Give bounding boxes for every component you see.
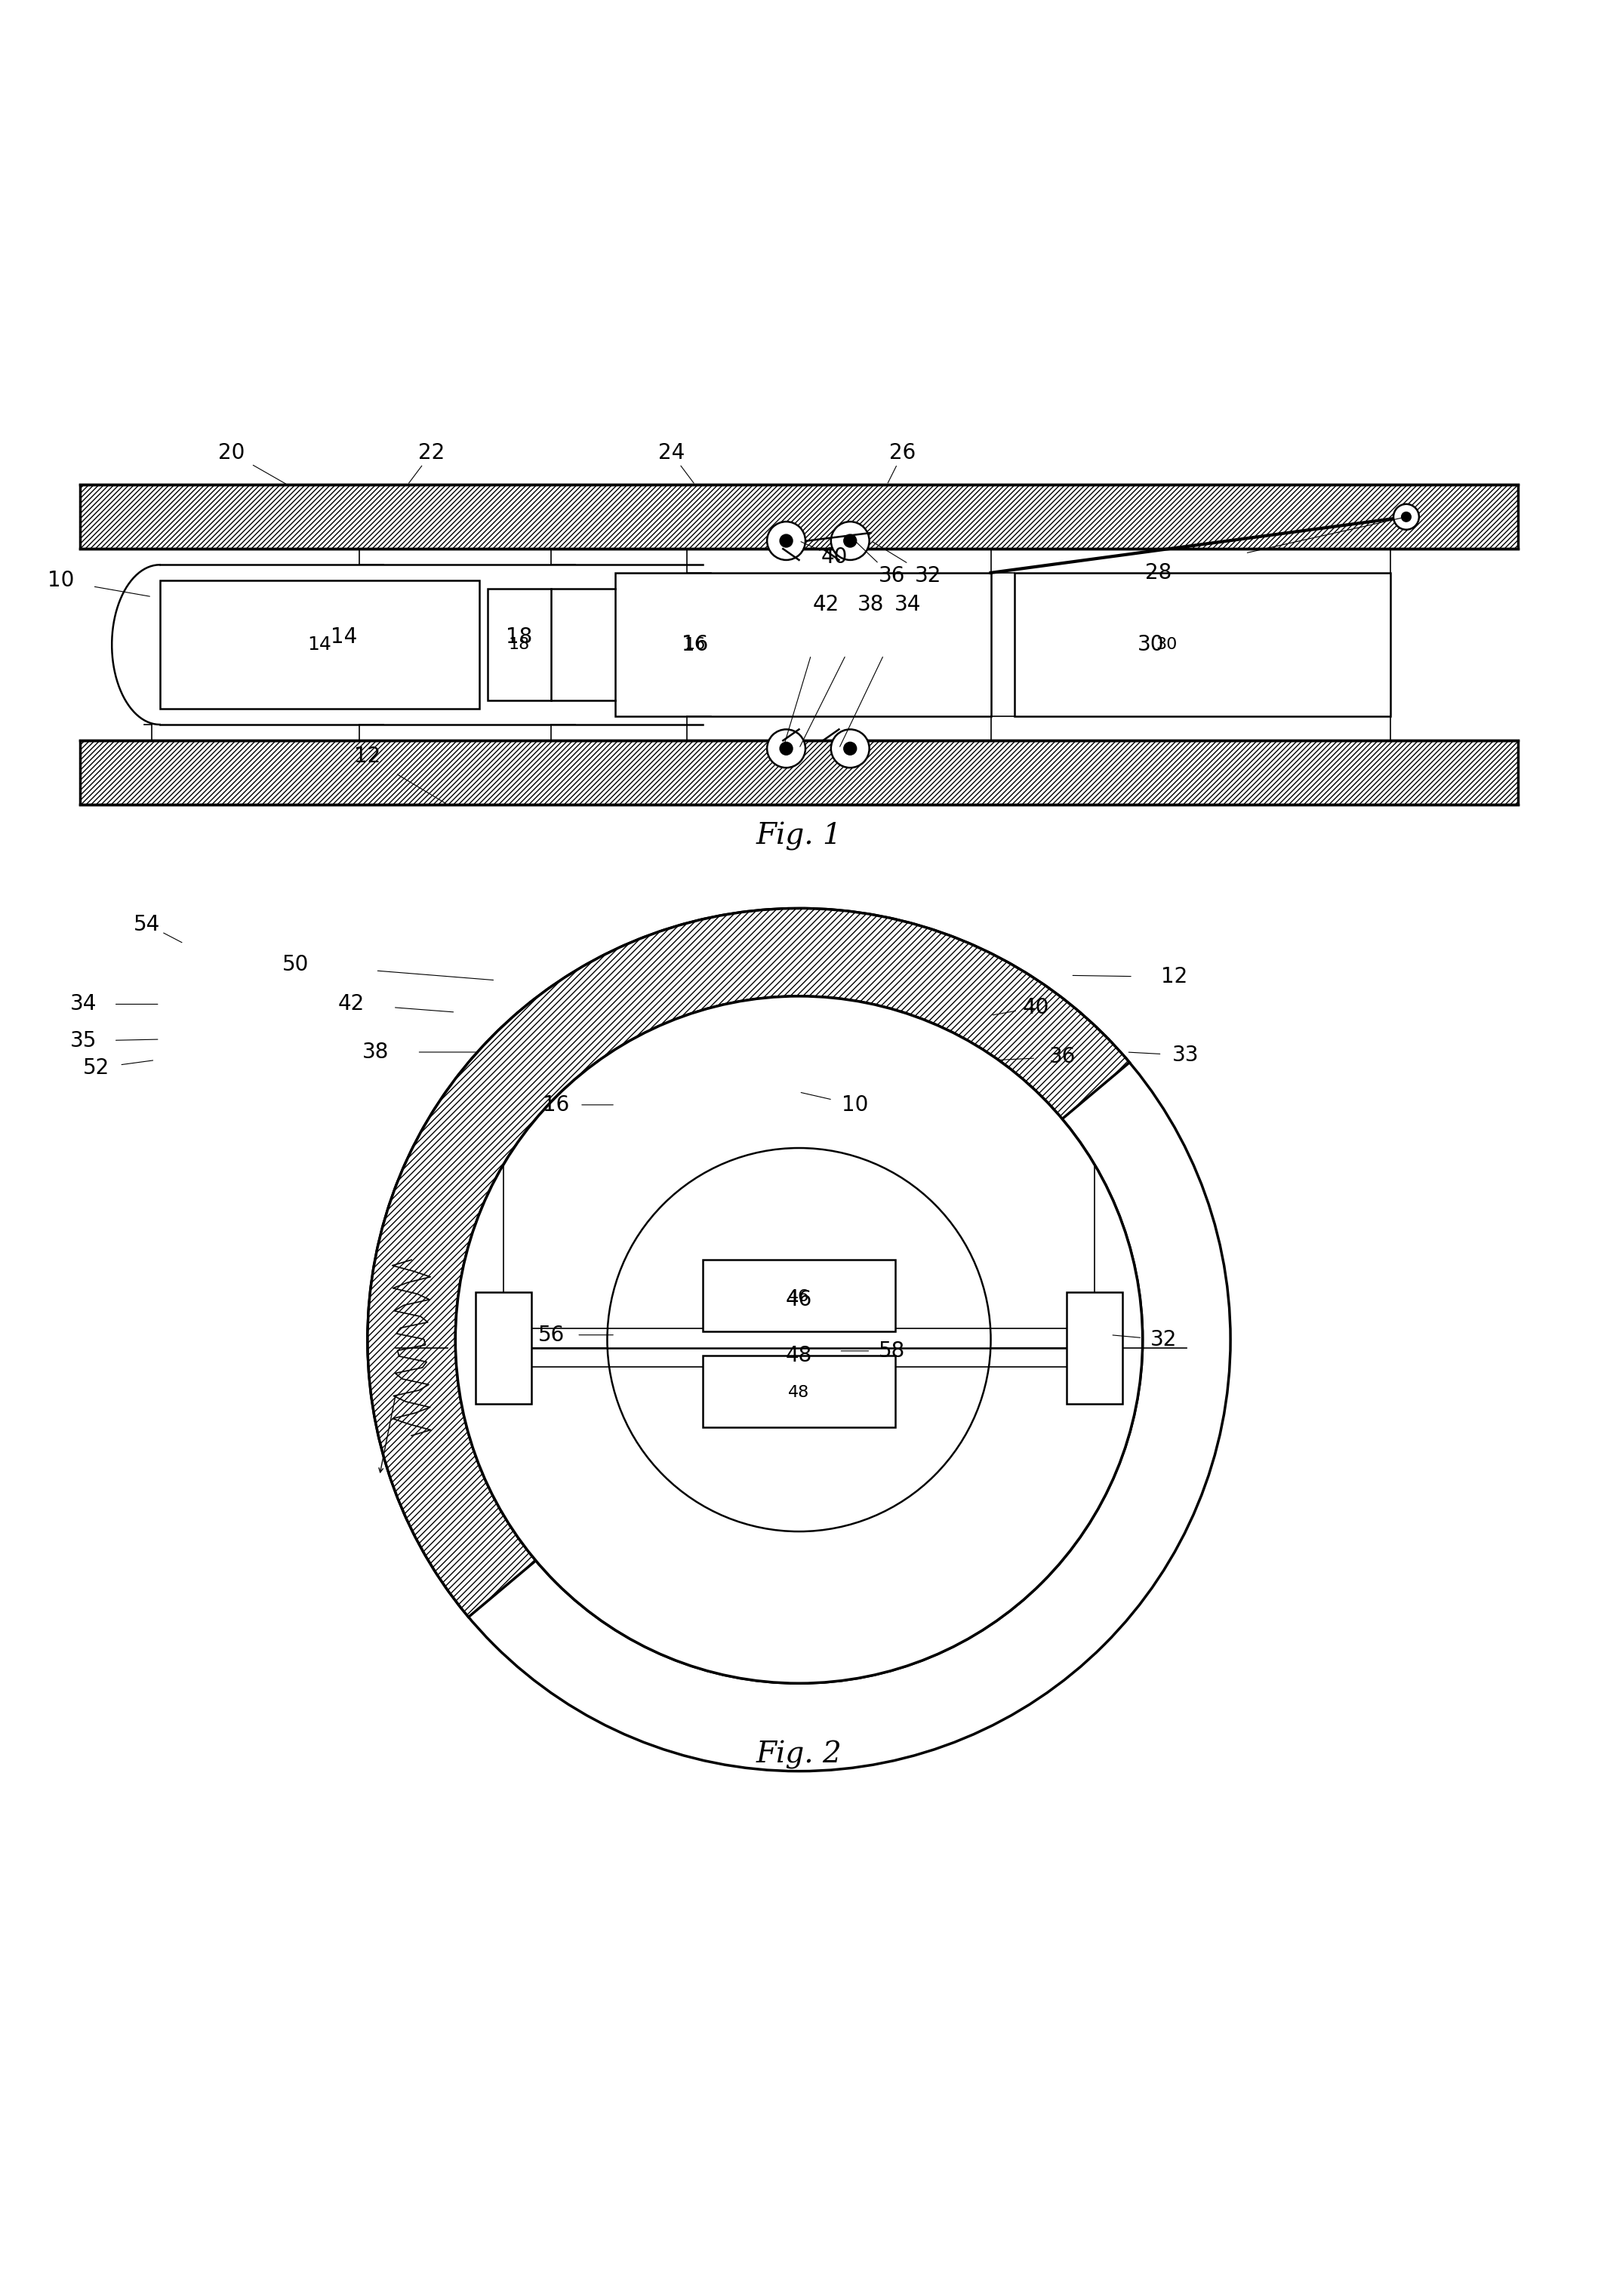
Bar — [1067, 1293, 1123, 1403]
Text: 26: 26 — [890, 443, 916, 464]
Circle shape — [780, 742, 793, 755]
Text: 12: 12 — [355, 746, 380, 767]
Text: 20: 20 — [219, 443, 244, 464]
Circle shape — [1393, 505, 1419, 530]
Text: 42: 42 — [813, 595, 839, 615]
Text: 34: 34 — [70, 994, 96, 1015]
Circle shape — [831, 521, 869, 560]
Circle shape — [767, 521, 805, 560]
Text: 48: 48 — [786, 1345, 812, 1366]
Text: 16: 16 — [684, 636, 706, 652]
Text: 56: 56 — [539, 1325, 564, 1345]
Text: 10: 10 — [842, 1095, 868, 1116]
Text: 46: 46 — [788, 1288, 810, 1304]
Text: 18: 18 — [507, 627, 532, 647]
Text: 10: 10 — [48, 569, 74, 592]
Bar — [476, 1293, 531, 1403]
Text: 28: 28 — [1146, 563, 1171, 583]
Text: Fig. 2: Fig. 2 — [756, 1740, 842, 1770]
Text: 14: 14 — [331, 627, 356, 647]
Bar — [80, 742, 1518, 804]
Text: 22: 22 — [419, 443, 444, 464]
Text: 52: 52 — [83, 1058, 109, 1079]
Text: 16: 16 — [543, 1095, 569, 1116]
Circle shape — [831, 730, 869, 767]
Text: 30: 30 — [1138, 634, 1163, 654]
Text: 38: 38 — [858, 595, 884, 615]
Wedge shape — [368, 909, 1130, 1616]
Bar — [80, 484, 1518, 549]
Text: 32: 32 — [916, 565, 941, 585]
Text: 46: 46 — [786, 1290, 812, 1311]
Circle shape — [767, 730, 805, 767]
Bar — [487, 588, 551, 700]
Text: 58: 58 — [879, 1341, 904, 1362]
Bar — [703, 1355, 895, 1428]
Circle shape — [844, 742, 857, 755]
Text: 54: 54 — [134, 914, 160, 934]
Circle shape — [1401, 512, 1411, 521]
Circle shape — [368, 909, 1230, 1770]
Text: 50: 50 — [283, 953, 308, 976]
Text: 30: 30 — [1155, 636, 1178, 652]
Text: 16: 16 — [682, 634, 708, 654]
Text: 33: 33 — [1173, 1045, 1198, 1065]
Text: Fig. 1: Fig. 1 — [756, 822, 842, 852]
Circle shape — [844, 535, 857, 546]
Text: 18: 18 — [508, 636, 531, 652]
Text: 35: 35 — [70, 1031, 96, 1052]
Text: 12: 12 — [1162, 967, 1187, 987]
Text: 40: 40 — [821, 546, 847, 567]
Circle shape — [607, 1148, 991, 1531]
Text: 38: 38 — [363, 1042, 388, 1063]
Circle shape — [780, 535, 793, 546]
Bar — [703, 1261, 895, 1332]
Text: 48: 48 — [788, 1384, 810, 1401]
Bar — [160, 581, 479, 709]
Text: 36: 36 — [879, 565, 904, 585]
Text: 36: 36 — [1050, 1047, 1075, 1068]
Text: 14: 14 — [307, 636, 332, 654]
Bar — [615, 572, 991, 716]
Text: 34: 34 — [895, 595, 920, 615]
Text: 32: 32 — [1151, 1329, 1176, 1350]
Bar — [1015, 572, 1390, 716]
Circle shape — [455, 996, 1143, 1683]
Circle shape — [455, 996, 1143, 1683]
Text: 24: 24 — [658, 443, 684, 464]
Bar — [80, 549, 1518, 742]
Text: 42: 42 — [339, 994, 364, 1015]
Text: 40: 40 — [1023, 996, 1048, 1017]
